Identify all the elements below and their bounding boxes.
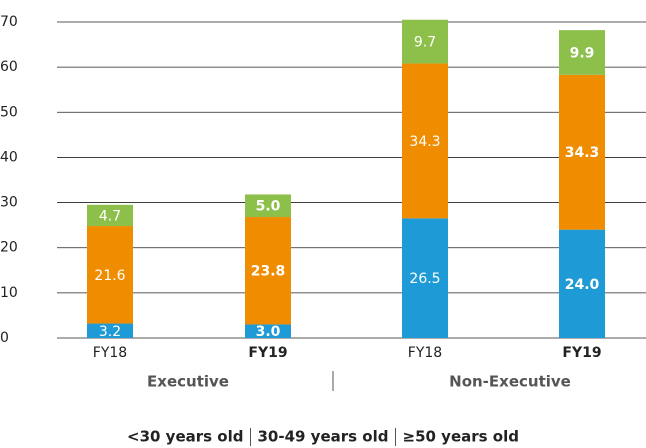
y-tick-label: 0 [0, 330, 9, 346]
bar-segment [559, 74, 605, 230]
y-tick-label: 40 [0, 149, 18, 165]
data-label: 34.3 [409, 134, 440, 150]
x-tick-label: FY19 [562, 345, 601, 361]
y-tick-label: 20 [0, 240, 18, 256]
data-label: 34.3 [565, 145, 600, 161]
bar-segment [559, 30, 605, 75]
data-label: 4.7 [99, 208, 121, 224]
y-tick-label: 60 [0, 59, 18, 75]
data-label: 3.2 [99, 324, 121, 340]
y-tick-label: 70 [0, 14, 18, 30]
data-label: 9.7 [414, 35, 436, 51]
data-label: 5.0 [256, 199, 281, 215]
group-label: Non-Executive [449, 373, 571, 391]
bar-segment [245, 194, 291, 218]
data-label: 3.0 [256, 324, 281, 340]
legend-entry: 30-49 years old [257, 428, 388, 446]
data-label: 26.5 [409, 271, 440, 287]
bar-segment [402, 218, 448, 338]
y-tick-label: 10 [0, 285, 18, 301]
data-label: 24.0 [565, 277, 600, 293]
legend-entry: ≥50 years old [403, 428, 519, 446]
bar-segment [559, 229, 605, 338]
bar-segment [87, 226, 133, 324]
bar-segment [245, 324, 291, 338]
bar-segment [245, 217, 291, 325]
data-label: 21.6 [94, 268, 125, 284]
bar-segment [402, 19, 448, 64]
group-label: Executive [147, 373, 229, 391]
data-label: 23.8 [251, 264, 286, 280]
legend-entry: <30 years old [127, 428, 243, 446]
x-tick-label: FY19 [248, 345, 287, 361]
bar-segment [87, 323, 133, 338]
y-tick-label: 30 [0, 195, 18, 211]
x-tick-label: FY18 [408, 345, 442, 361]
bar-segment [402, 63, 448, 219]
y-tick-label: 50 [0, 104, 18, 120]
bar-segment [87, 204, 133, 227]
x-tick-label: FY18 [93, 345, 127, 361]
data-label: 9.9 [570, 45, 595, 61]
